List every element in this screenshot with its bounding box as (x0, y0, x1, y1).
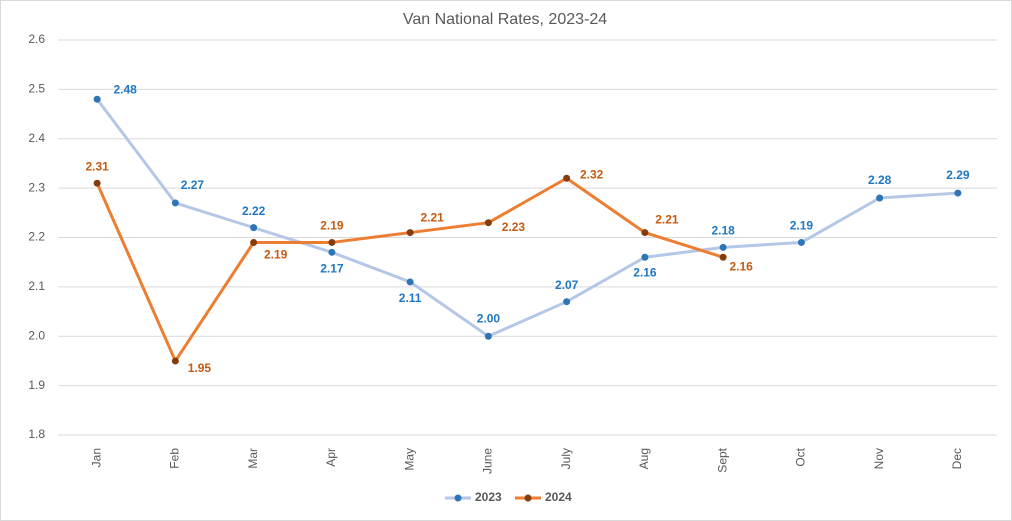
data-label: 2.22 (242, 204, 266, 218)
x-tick-label: Feb (168, 448, 182, 469)
data-label: 2.29 (946, 168, 970, 182)
marker (171, 199, 179, 207)
data-label: 2.27 (181, 178, 205, 192)
y-tick-label: 2.3 (28, 180, 45, 194)
marker (406, 278, 414, 286)
y-tick-label: 2.4 (28, 131, 45, 145)
marker (250, 224, 258, 232)
marker (484, 332, 492, 340)
legend-marker (524, 494, 532, 502)
x-tick-label: Dec (950, 448, 964, 469)
marker (250, 238, 258, 246)
x-tick-label: Apr (324, 448, 338, 467)
legend-label: 2023 (475, 490, 502, 504)
marker (328, 248, 336, 256)
legend-marker (454, 494, 462, 502)
y-tick-label: 1.9 (28, 378, 45, 392)
data-label: 2.11 (399, 291, 422, 305)
data-label: 2.21 (420, 211, 444, 225)
marker (641, 253, 649, 261)
data-label: 2.48 (113, 82, 137, 96)
data-label: 2.31 (85, 159, 109, 173)
y-tick-label: 2.1 (28, 279, 45, 293)
x-tick-label: Oct (794, 447, 808, 466)
x-tick-label: Nov (872, 448, 886, 469)
data-label: 2.19 (320, 219, 344, 233)
data-label: 2.23 (502, 220, 526, 234)
x-tick-label: July (559, 448, 573, 469)
marker (171, 357, 179, 365)
x-tick-label: Sept (715, 447, 729, 472)
marker (641, 229, 649, 237)
x-tick-label: May (402, 448, 416, 471)
marker (406, 229, 414, 237)
x-tick-label: Aug (637, 448, 651, 469)
marker (328, 238, 336, 246)
data-label: 2.19 (790, 219, 814, 233)
y-tick-label: 2.6 (28, 32, 45, 46)
chart-title: Van National Rates, 2023-24 (403, 11, 607, 28)
x-tick-label: Jan (89, 448, 103, 467)
data-label: 2.21 (655, 213, 679, 227)
marker (93, 95, 101, 103)
marker (876, 194, 884, 202)
data-label: 2.32 (580, 167, 604, 181)
y-tick-label: 2.5 (28, 82, 45, 96)
marker (954, 189, 962, 197)
data-label: 2.28 (868, 173, 892, 187)
data-label: 2.16 (633, 265, 657, 279)
marker (93, 179, 101, 187)
data-label: 2.18 (711, 224, 735, 238)
marker (719, 243, 727, 251)
marker (563, 298, 571, 306)
y-tick-label: 1.8 (28, 427, 45, 441)
data-label: 2.19 (264, 248, 288, 262)
marker (797, 238, 805, 246)
data-label: 2.07 (555, 278, 579, 292)
series-line (95, 98, 958, 338)
data-label: 2.17 (320, 261, 344, 275)
data-label: 1.95 (188, 361, 212, 375)
x-tick-label: June (481, 448, 495, 474)
x-tick-label: Mar (246, 448, 260, 469)
marker (719, 253, 727, 261)
data-label: 2.00 (477, 311, 501, 325)
y-tick-label: 2.0 (28, 328, 45, 342)
marker (484, 219, 492, 227)
marker (563, 174, 571, 182)
data-label: 2.16 (729, 259, 753, 273)
legend-label: 2024 (545, 490, 572, 504)
y-tick-label: 2.2 (28, 230, 45, 244)
